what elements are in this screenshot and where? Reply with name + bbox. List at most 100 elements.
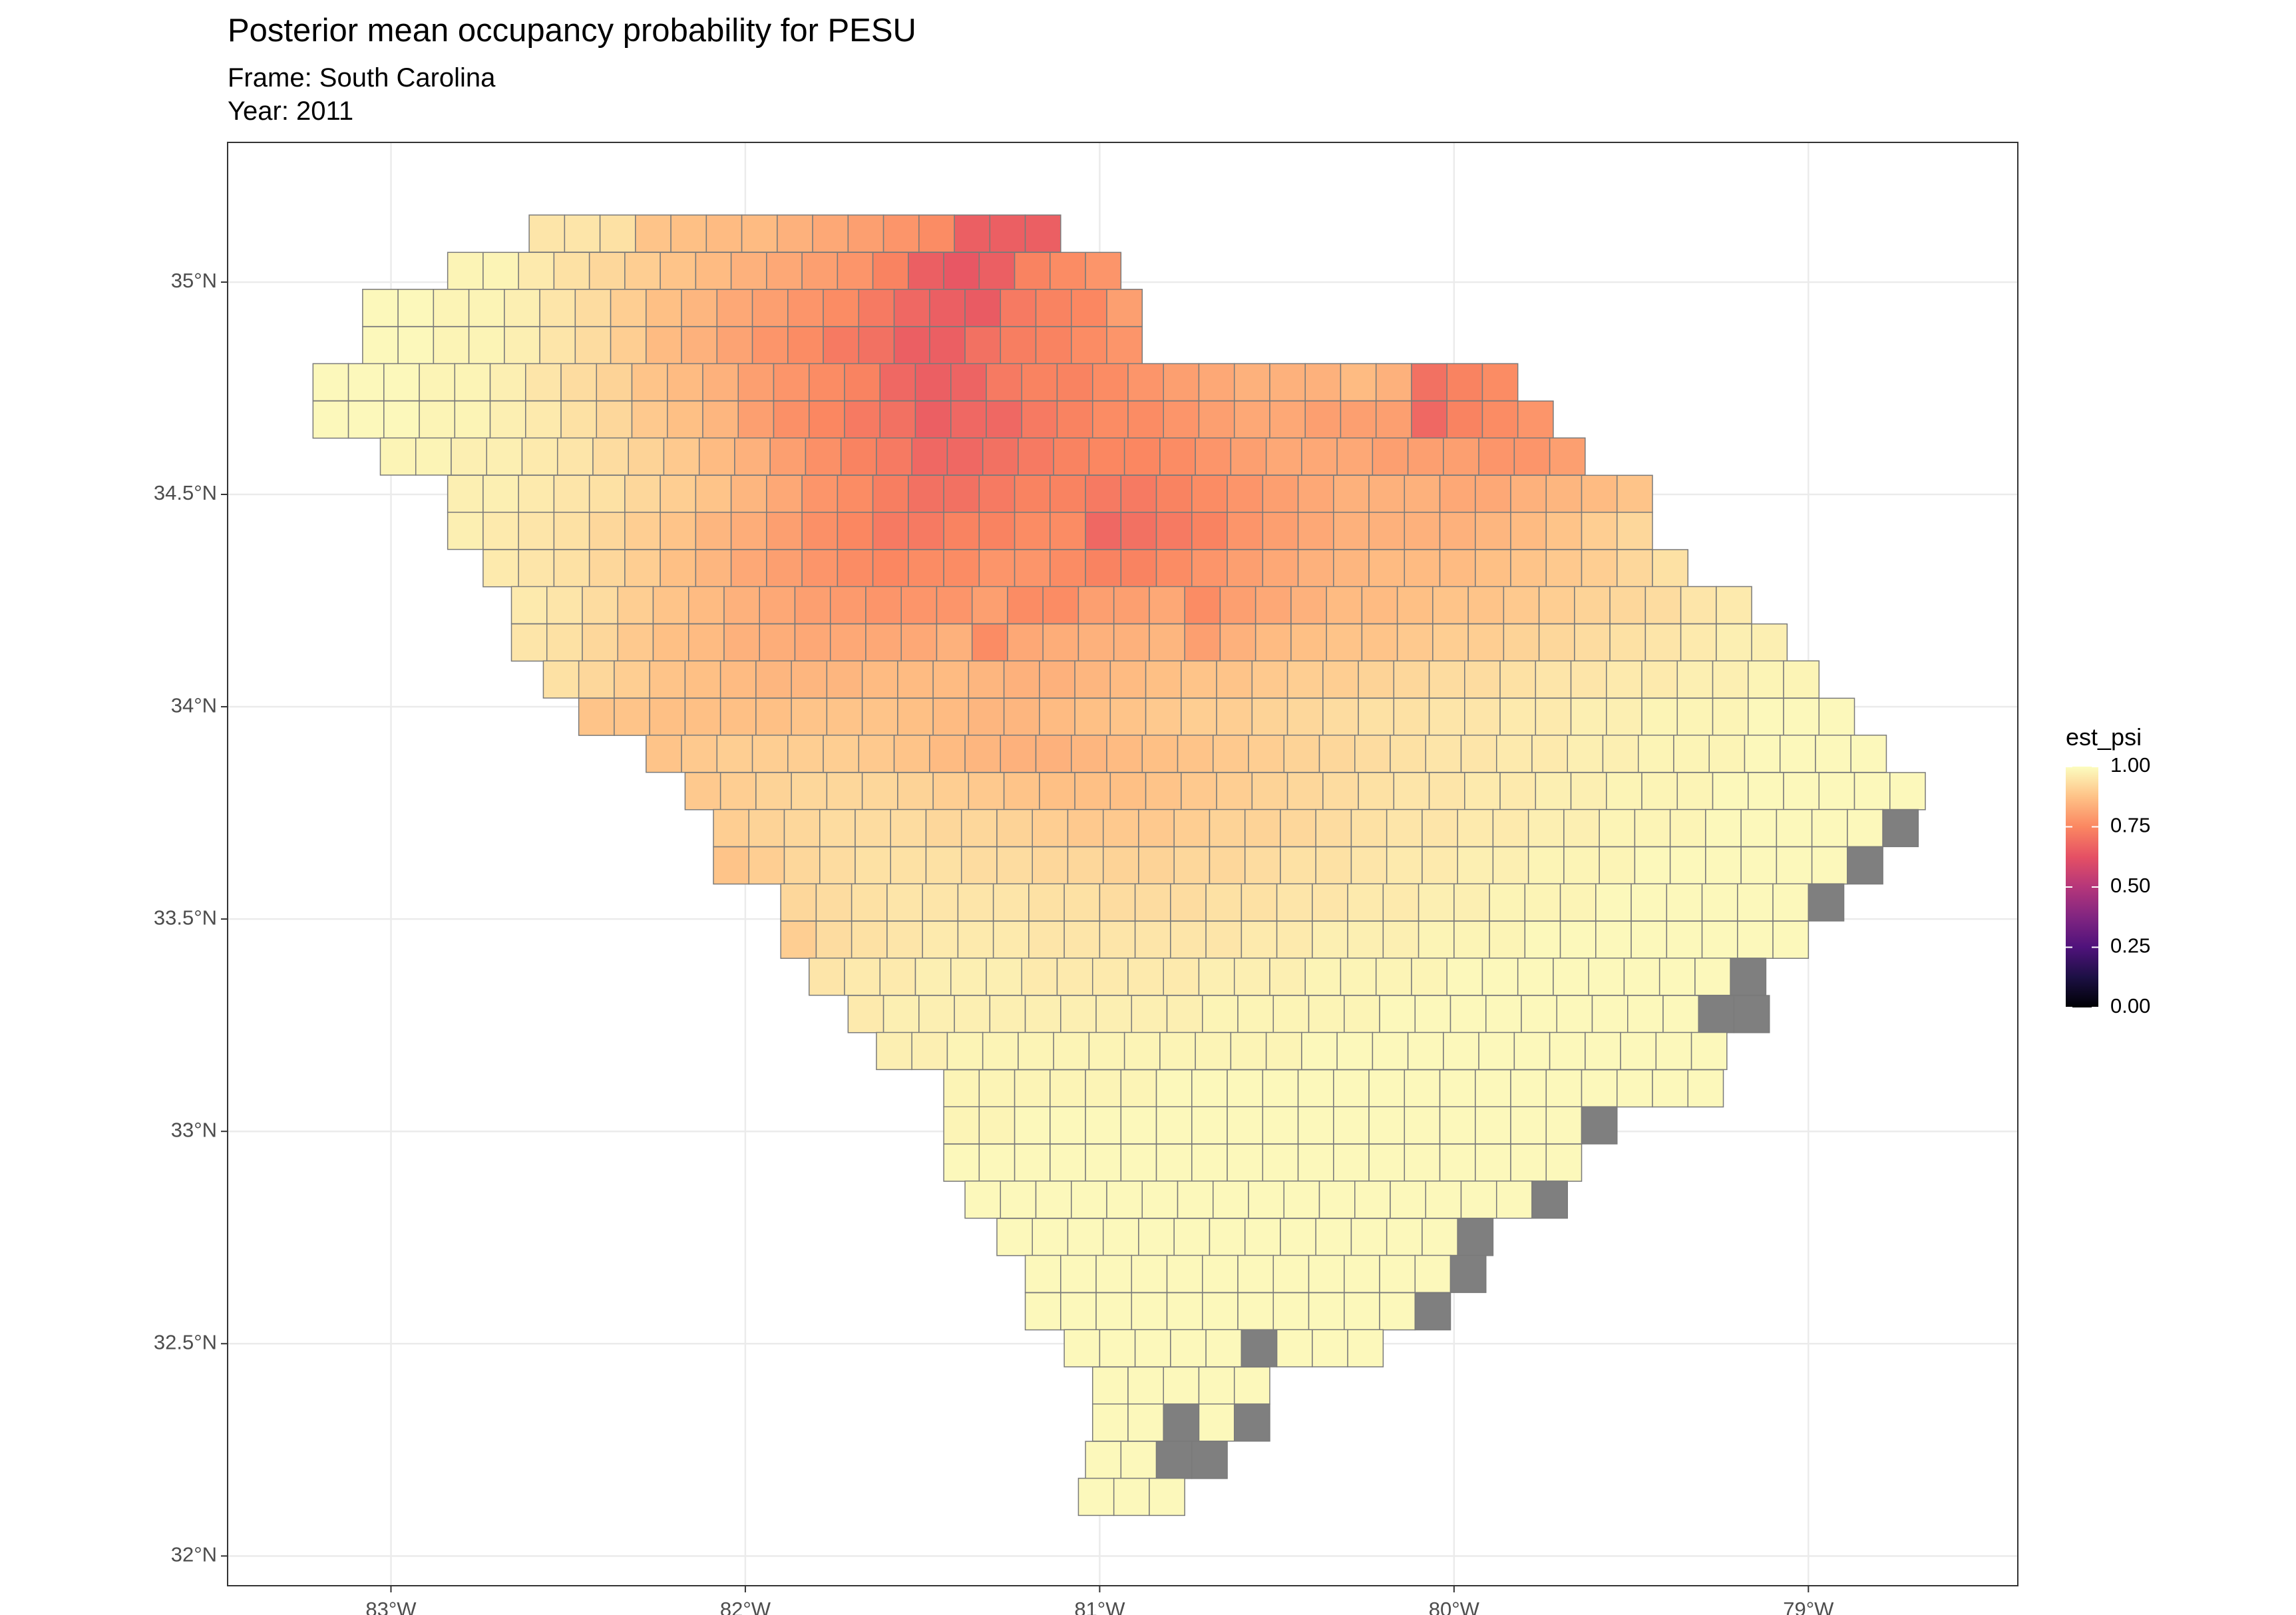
cell	[1404, 1106, 1441, 1145]
cell	[943, 252, 980, 290]
cell	[1308, 1292, 1345, 1331]
cell	[1623, 958, 1660, 996]
cell	[819, 808, 856, 848]
cell	[1141, 1180, 1179, 1219]
cell	[1432, 586, 1469, 625]
cell	[1237, 1292, 1274, 1331]
cell	[1344, 1292, 1380, 1331]
cell	[837, 549, 874, 588]
cell	[1545, 512, 1583, 550]
cell	[1241, 920, 1278, 959]
cell	[929, 326, 966, 365]
cell	[1145, 772, 1182, 810]
cell	[628, 437, 665, 476]
cell	[1113, 623, 1150, 662]
cell	[1449, 995, 1487, 1033]
cell	[1481, 958, 1519, 996]
cell	[837, 512, 874, 550]
cell	[932, 697, 970, 736]
cell	[1042, 623, 1079, 662]
cell	[1411, 958, 1447, 996]
cell	[968, 697, 1005, 736]
cell	[1039, 772, 1075, 810]
cell	[1233, 1366, 1270, 1405]
cell	[1478, 1031, 1515, 1071]
cell	[1315, 1218, 1352, 1256]
cell	[1475, 1069, 1511, 1108]
cell	[886, 883, 923, 922]
cell	[1138, 846, 1175, 885]
cell	[1202, 1292, 1239, 1331]
colorbar-label: 1.00	[2110, 753, 2150, 777]
cell	[681, 326, 718, 365]
x-tick-label: 79°W	[1783, 1598, 1834, 1615]
cell	[1233, 363, 1270, 402]
cell	[1772, 920, 1810, 959]
cell	[1131, 1254, 1168, 1294]
cell	[957, 920, 994, 959]
cell	[897, 772, 934, 810]
cell	[1475, 1106, 1511, 1145]
cell	[964, 735, 1002, 773]
cell	[1425, 1180, 1462, 1219]
cell	[1467, 586, 1505, 625]
cell	[1007, 586, 1044, 625]
cell	[1390, 1180, 1427, 1219]
na-cell	[1581, 1106, 1618, 1145]
cell	[1489, 883, 1526, 922]
cell	[989, 214, 1026, 253]
cell	[1333, 1143, 1370, 1182]
cell	[1617, 512, 1653, 550]
cell	[1155, 1069, 1193, 1108]
cell	[1163, 1366, 1200, 1405]
cell	[556, 437, 594, 476]
cell	[890, 846, 927, 885]
cell	[1018, 437, 1054, 476]
cell	[1460, 735, 1497, 773]
cell	[1014, 252, 1051, 290]
cell	[1467, 623, 1505, 662]
cell	[1712, 772, 1749, 810]
cells	[312, 214, 1926, 1517]
cell	[865, 586, 902, 625]
cell	[1219, 586, 1256, 625]
cell	[1085, 474, 1122, 513]
cell	[1336, 437, 1374, 476]
cell	[815, 920, 853, 959]
cell	[1425, 735, 1462, 773]
cell	[1368, 512, 1406, 550]
cell	[1347, 920, 1384, 959]
cell	[1102, 808, 1139, 848]
cell	[1085, 1106, 1122, 1145]
cell	[741, 214, 778, 253]
cell	[1120, 1106, 1157, 1145]
cell	[954, 214, 991, 253]
cell	[1510, 474, 1547, 513]
cell	[1513, 1031, 1551, 1071]
cell	[1347, 1329, 1384, 1367]
cell	[1138, 808, 1175, 848]
cell	[1414, 995, 1451, 1033]
cell	[1265, 1031, 1302, 1071]
cell	[631, 363, 668, 402]
colorbar-label: 0.25	[2110, 934, 2150, 958]
cell	[1783, 772, 1820, 810]
cell	[695, 549, 732, 588]
cell	[879, 958, 916, 996]
cell	[1191, 1069, 1228, 1108]
cell	[1428, 772, 1465, 810]
cell	[1549, 437, 1586, 476]
cell	[1301, 1031, 1338, 1071]
cell	[960, 808, 998, 848]
na-cell	[1163, 1403, 1200, 1442]
cell	[1396, 586, 1434, 625]
cell	[1127, 958, 1164, 996]
cell	[1527, 808, 1565, 848]
cell	[617, 586, 654, 625]
cell	[865, 623, 902, 662]
cell	[596, 400, 633, 439]
cell	[1181, 772, 1217, 810]
cell	[1748, 660, 1784, 699]
cell	[876, 1031, 912, 1071]
cell	[1170, 920, 1207, 959]
